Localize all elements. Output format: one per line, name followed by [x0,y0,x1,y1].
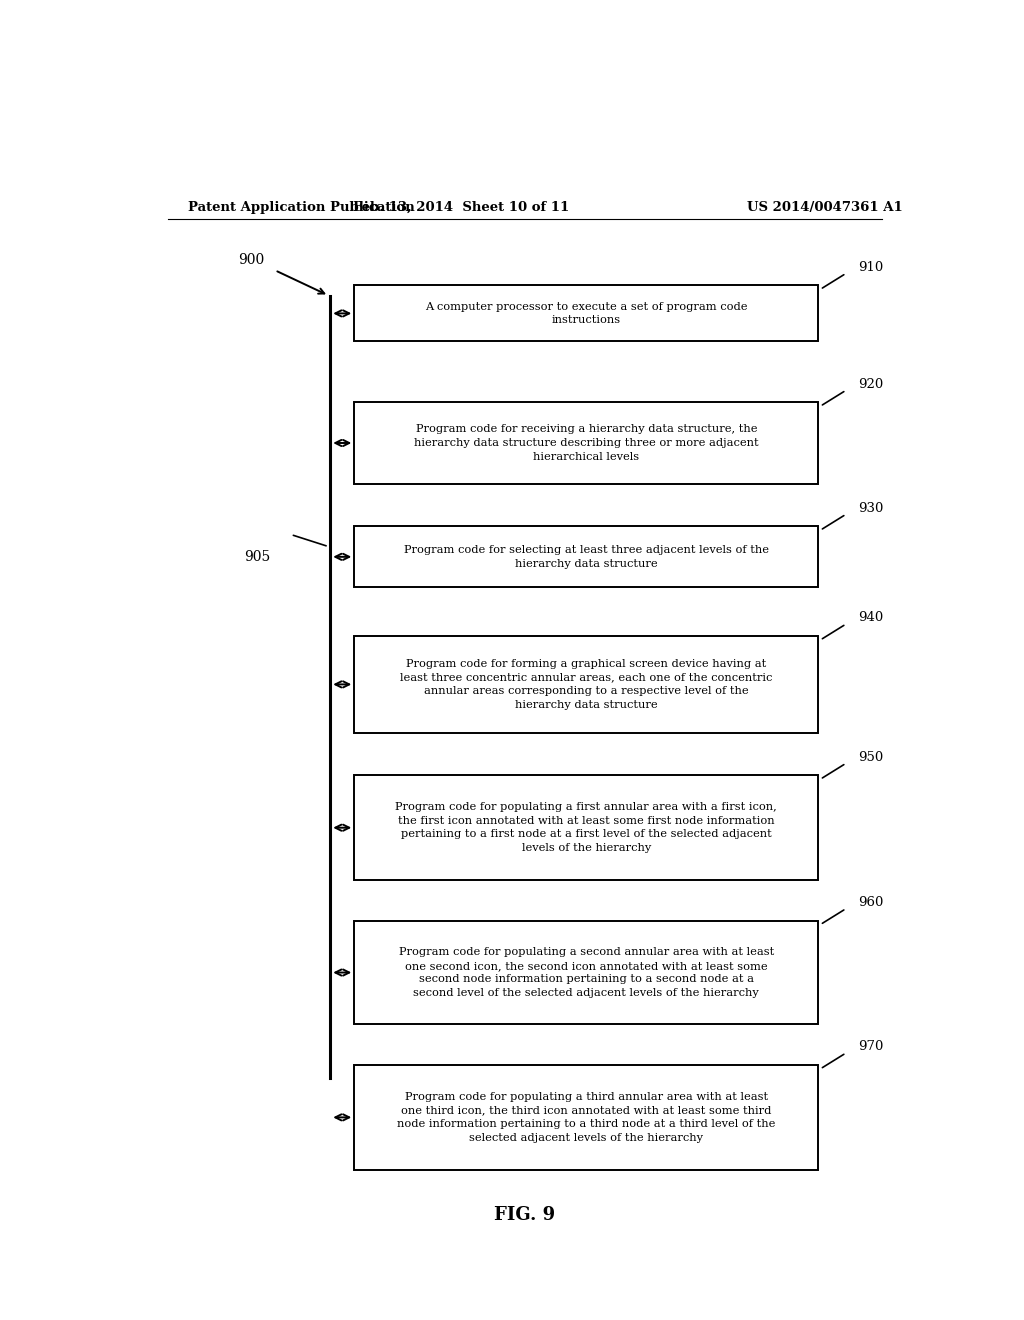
FancyBboxPatch shape [354,1065,818,1170]
Text: FIG. 9: FIG. 9 [495,1206,555,1225]
Text: 940: 940 [858,611,884,624]
FancyBboxPatch shape [354,527,818,587]
Text: 960: 960 [858,896,884,909]
Text: 970: 970 [858,1040,884,1053]
Text: 930: 930 [858,502,884,515]
Text: 920: 920 [858,378,884,391]
Text: Feb. 13, 2014  Sheet 10 of 11: Feb. 13, 2014 Sheet 10 of 11 [353,201,569,214]
Text: A computer processor to execute a set of program code
instructions: A computer processor to execute a set of… [425,301,748,325]
Text: Program code for selecting at least three adjacent levels of the
hierarchy data : Program code for selecting at least thre… [403,545,769,569]
Text: 910: 910 [858,260,884,273]
FancyBboxPatch shape [354,403,818,483]
Text: Program code for populating a third annular area with at least
one third icon, t: Program code for populating a third annu… [397,1092,775,1143]
FancyBboxPatch shape [354,636,818,733]
Text: Patent Application Publication: Patent Application Publication [187,201,415,214]
Text: Program code for receiving a hierarchy data structure, the
hierarchy data struct: Program code for receiving a hierarchy d… [414,425,759,462]
Text: US 2014/0047361 A1: US 2014/0047361 A1 [748,201,903,214]
FancyBboxPatch shape [354,921,818,1024]
Text: Program code for forming a graphical screen device having at
least three concent: Program code for forming a graphical scr… [400,659,772,710]
Text: Program code for populating a first annular area with a first icon,
the first ic: Program code for populating a first annu… [395,803,777,853]
FancyBboxPatch shape [354,285,818,342]
Text: 905: 905 [245,550,270,564]
Text: Program code for populating a second annular area with at least
one second icon,: Program code for populating a second ann… [398,948,774,998]
Text: 950: 950 [858,751,884,763]
FancyBboxPatch shape [354,775,818,880]
Text: 900: 900 [239,253,264,267]
